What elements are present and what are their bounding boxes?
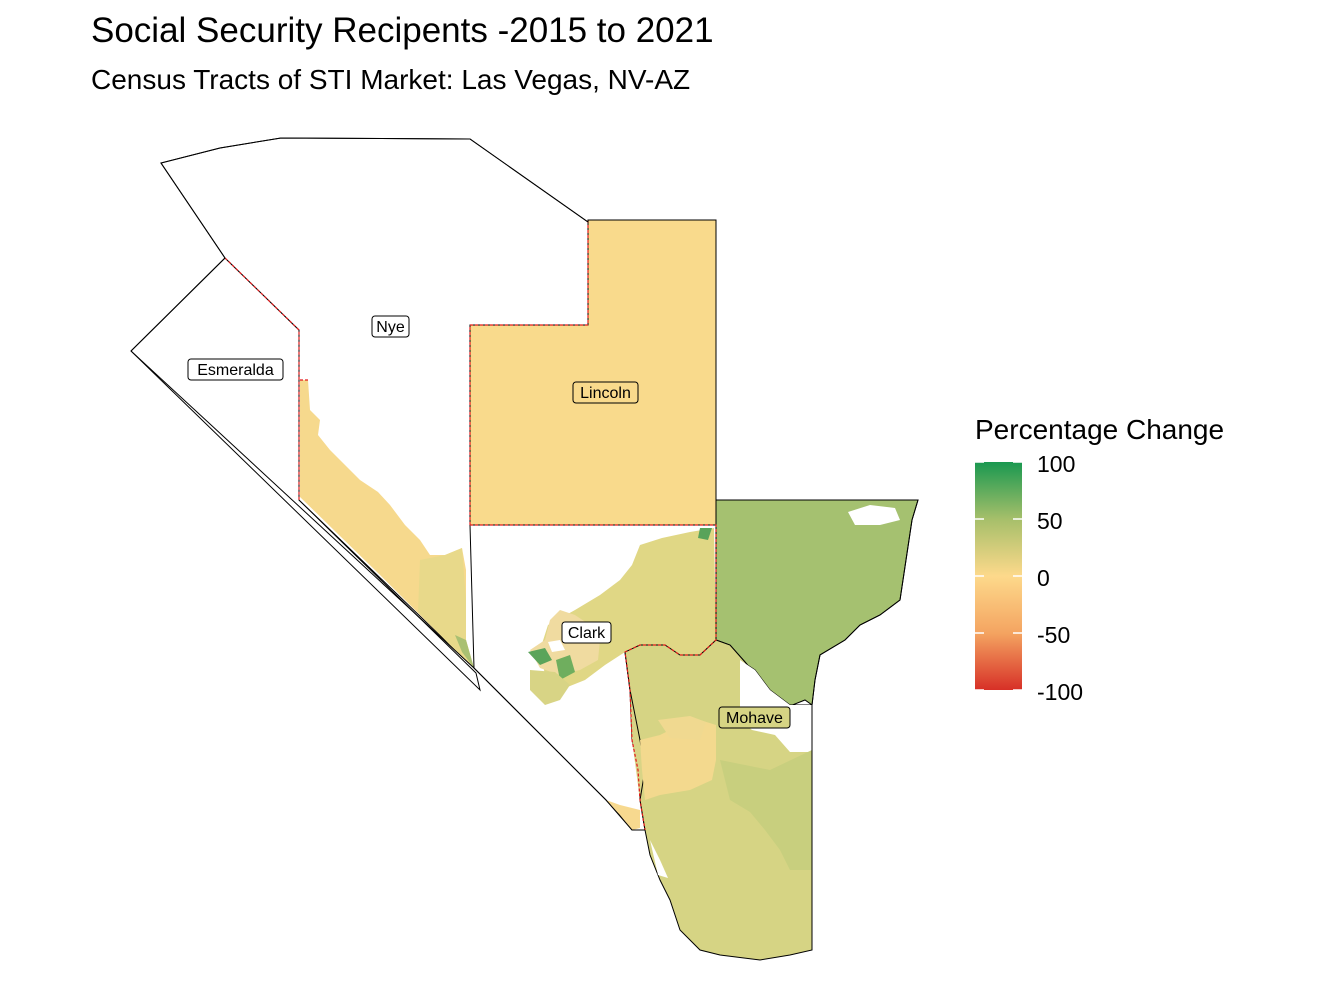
- chart-subtitle: Census Tracts of STI Market: Las Vegas, …: [91, 64, 691, 95]
- tract-nye-south-c: [455, 635, 474, 668]
- tract-clark-south-tan: [606, 800, 640, 830]
- label-clark: Clark: [561, 621, 612, 644]
- legend-tick-label: 100: [1037, 451, 1076, 477]
- label-nye-text: Nye: [376, 319, 405, 336]
- label-nye: Nye: [371, 315, 410, 338]
- tract-mohave-tan-b: [658, 716, 706, 740]
- legend-title: Percentage Change: [975, 414, 1225, 445]
- label-lincoln: Lincoln: [572, 381, 639, 404]
- tract-clark-lv-white: [548, 640, 565, 652]
- label-mohave: Mohave: [718, 706, 791, 729]
- legend-color-bar: [975, 462, 1022, 690]
- label-lincoln-text: Lincoln: [580, 385, 631, 402]
- label-mohave-text: Mohave: [726, 710, 783, 727]
- tract-mohave-green-strip: [720, 750, 812, 870]
- tract-clark-lv-green: [528, 648, 552, 665]
- chart-title: Social Security Recipents -2015 to 2021: [91, 11, 714, 50]
- legend-tick-label: -100: [1037, 679, 1084, 705]
- label-clark-text: Clark: [568, 625, 606, 642]
- outer-boundary-sw: [130, 350, 645, 831]
- mohave-north-notch: [848, 505, 900, 525]
- mohave-white-area: [740, 660, 812, 752]
- tract-mohave-tan: [640, 720, 716, 800]
- legend-tick-label: 0: [1037, 565, 1050, 591]
- tract-clark-lv-green-b: [556, 655, 575, 680]
- legend-tick-label: -50: [1037, 622, 1071, 648]
- tract-clark-ne-green: [698, 528, 712, 540]
- tract-mohave-lake: [650, 840, 668, 878]
- label-esmeralda-text: Esmeralda: [197, 362, 274, 379]
- label-esmeralda: Esmeralda: [187, 358, 284, 381]
- tract-clark-sw: [530, 670, 570, 705]
- outer-boundary: [130, 137, 919, 950]
- legend-tick-label: 50: [1037, 508, 1063, 534]
